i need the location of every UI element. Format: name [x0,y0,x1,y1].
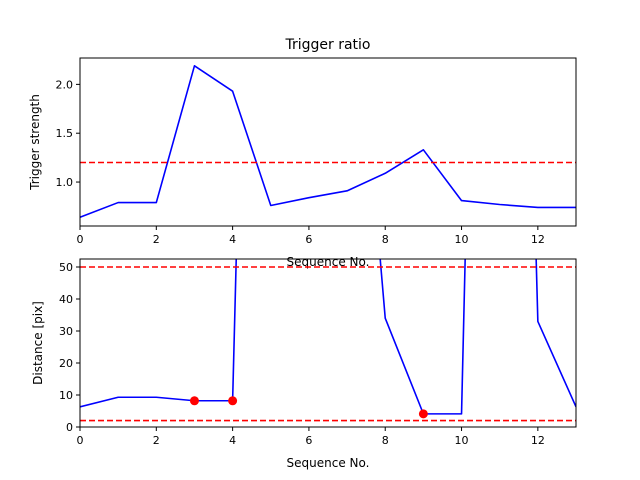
x-tick-label: 6 [305,434,312,447]
x-tick-label: 10 [455,233,469,246]
series-line [80,259,576,415]
marker-point [189,396,199,406]
y-tick-label: 10 [59,389,73,402]
x-tick-label: 12 [531,233,545,246]
chart-title: Trigger ratio [284,37,370,53]
x-tick-label: 0 [77,233,84,246]
x-tick-label: 10 [455,434,469,447]
x-tick-label: 4 [229,233,236,246]
y-tick-label: 2.0 [56,78,74,91]
y-tick-label: 20 [59,357,73,370]
distance-panel: Distance [pix] Sequence No. 0 2 4 6 8 10 12 0 10… [31,258,577,470]
trigger-ratio-panel: Trigger ratio Trigger strength Sequence … [28,37,577,269]
y-axis-label: Trigger strength [28,94,42,191]
marker-point [418,409,428,419]
x-tick-label: 2 [153,233,160,246]
x-tick-label: 8 [382,233,389,246]
axes-frame [79,258,577,428]
x-tick-label: 2 [153,434,160,447]
y-tick-label: 50 [59,261,73,274]
x-tick-label: 4 [229,434,236,447]
x-tick-label: 0 [77,434,84,447]
x-tick-label: 6 [305,233,312,246]
x-axis-label: Sequence No. [287,456,370,470]
x-tick-label: 12 [531,434,545,447]
marker-point [228,396,238,406]
series-line [80,65,576,218]
plot-area [80,65,576,218]
x-tick-label: 8 [382,434,389,447]
y-tick-label: 40 [59,293,73,306]
y-axis-label: Distance [pix] [31,301,45,385]
y-tick-label: 1.0 [56,176,74,189]
y-tick-label: 1.5 [56,127,74,140]
axes-frame [79,57,577,227]
y-tick-label: 0 [66,421,73,434]
y-tick-label: 30 [59,325,73,338]
plot-area [80,259,576,422]
